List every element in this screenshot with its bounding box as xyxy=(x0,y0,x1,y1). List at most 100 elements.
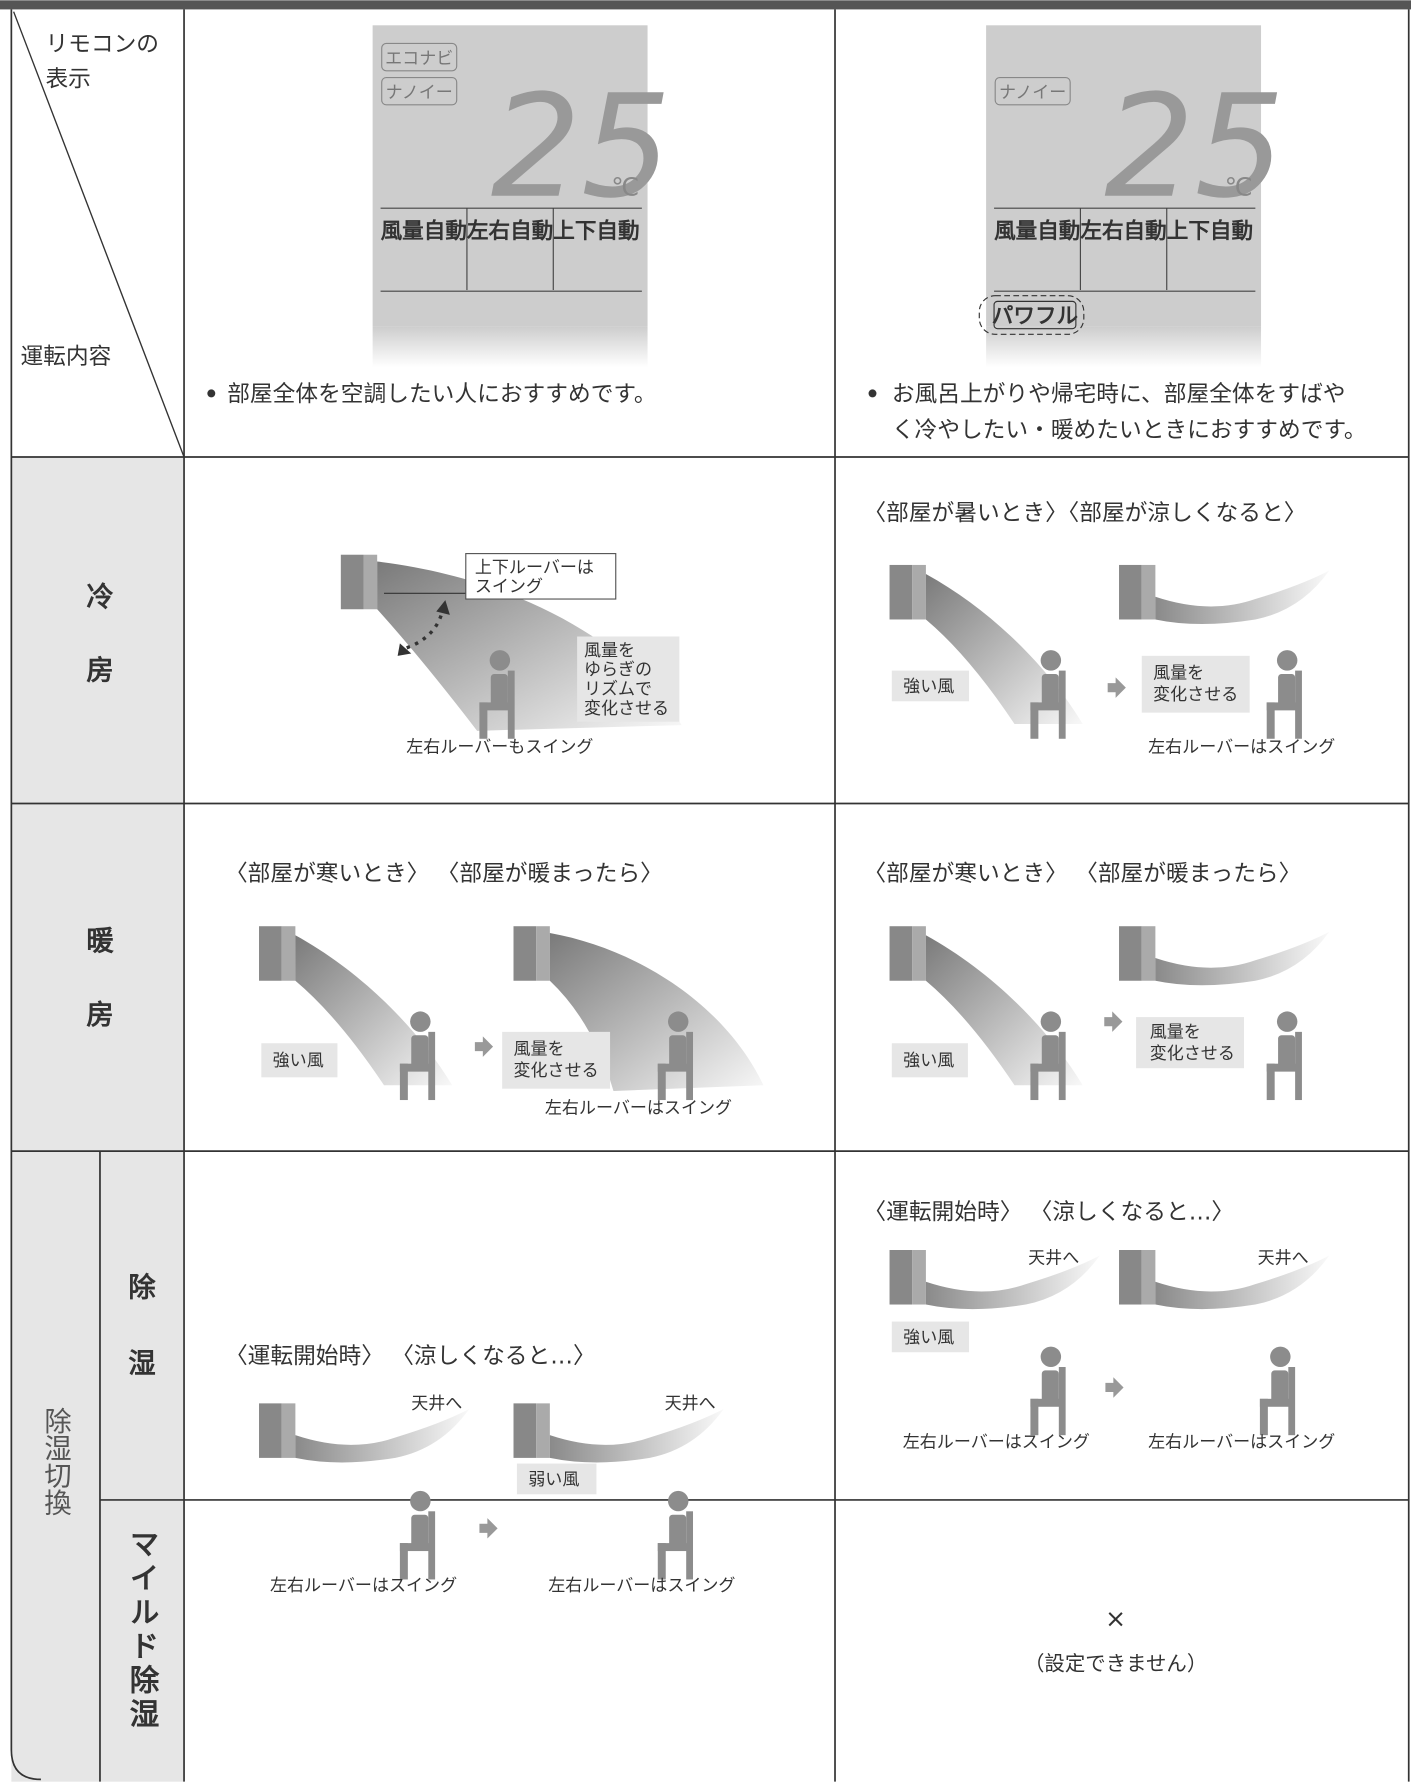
unit xyxy=(513,1403,550,1458)
label: スイング xyxy=(475,577,543,597)
badge-text: エコナビ xyxy=(385,49,453,69)
label: 左右ルーバーはスイング xyxy=(270,1576,457,1596)
label: 風量を xyxy=(514,1040,565,1060)
header-label: 運転内容 xyxy=(20,344,111,370)
mode: 風量自動 xyxy=(994,218,1080,244)
bullet xyxy=(868,389,877,398)
label: 変化させる xyxy=(1150,1044,1235,1064)
label: 天井へ xyxy=(665,1394,716,1414)
airflow xyxy=(1155,570,1330,625)
remote-screen xyxy=(986,25,1262,327)
unit xyxy=(1119,1249,1156,1305)
scene-title: 〈運転開始時〉 〈涼しくなると…〉 xyxy=(863,1199,1234,1225)
person xyxy=(399,1490,436,1580)
label-box xyxy=(1141,655,1250,713)
airflow xyxy=(295,1409,470,1463)
person xyxy=(1030,1346,1066,1436)
temperature: 25 xyxy=(1104,65,1285,230)
highlight-outline xyxy=(978,295,1085,335)
unit xyxy=(889,926,926,981)
label: 強い風 xyxy=(273,1051,324,1071)
temp-unit: ℃ xyxy=(1225,173,1253,202)
arrow xyxy=(474,1036,494,1057)
person xyxy=(1266,1011,1302,1101)
label: 強い風 xyxy=(903,677,954,697)
label-box xyxy=(465,553,617,600)
swing-arrow xyxy=(406,607,445,650)
row-label: 房 xyxy=(86,655,113,687)
label: 強い風 xyxy=(903,1328,954,1348)
label: 風量を xyxy=(1150,1023,1201,1043)
temperature: 25 xyxy=(491,65,672,230)
header-label: 表示 xyxy=(45,67,90,93)
mode: 左右自動 xyxy=(1080,218,1166,244)
unit xyxy=(259,1403,296,1458)
mode: 左右自動 xyxy=(467,218,553,244)
description: お風呂上がりや帰宅時に、部屋全体をすばや xyxy=(892,381,1346,407)
label-box xyxy=(502,1031,611,1089)
header-label: リモコンの xyxy=(45,31,159,57)
scene-title: 〈部屋が寒いとき〉 〈部屋が暖まったら〉 xyxy=(225,861,663,887)
unit xyxy=(889,1249,926,1305)
scene-title: 〈部屋が寒いとき〉 〈部屋が暖まったら〉 xyxy=(863,861,1301,887)
unit xyxy=(1119,564,1156,620)
label: 左右ルーバーはスイング xyxy=(548,1576,735,1596)
remote-screen-fade xyxy=(372,326,648,368)
label-box xyxy=(261,1043,338,1078)
arrow xyxy=(1107,677,1126,698)
not-available-mark: × xyxy=(1105,1604,1126,1633)
label: 強い風 xyxy=(903,1051,954,1071)
badge-text: ナノイー xyxy=(999,83,1066,103)
badge xyxy=(994,77,1071,106)
label: 左右ルーバーはスイング xyxy=(545,1099,732,1119)
label: 上下ルーバーは xyxy=(475,558,594,578)
bullet xyxy=(207,389,216,398)
label-box xyxy=(891,670,970,702)
label-box xyxy=(891,1043,968,1078)
description: 部屋全体を空調したい人におすすめです。 xyxy=(227,381,656,407)
scene-title: 〈運転開始時〉 〈涼しくなると…〉 xyxy=(225,1344,596,1370)
badge xyxy=(381,77,458,106)
mode: 上下自動 xyxy=(1167,218,1253,244)
person xyxy=(657,1490,694,1580)
unit xyxy=(1119,926,1156,981)
label: 風量を xyxy=(584,641,635,661)
label-box xyxy=(1136,1017,1244,1069)
row-label: 冷 xyxy=(86,582,113,613)
airflow xyxy=(549,1409,724,1463)
badge xyxy=(381,42,458,72)
label: リズムで xyxy=(584,679,652,699)
label-box xyxy=(516,1463,597,1495)
description: く冷やしたい・暖めたいときにおすすめです。 xyxy=(892,418,1367,444)
label: 変化させる xyxy=(514,1061,599,1081)
label: 左右ルーバーはスイング xyxy=(1148,737,1335,757)
label: 弱い風 xyxy=(528,1470,579,1490)
label: 風量を xyxy=(1153,664,1204,684)
label: 天井へ xyxy=(411,1394,462,1414)
label: 左右ルーバーはスイング xyxy=(1148,1433,1335,1453)
highlight-box xyxy=(993,300,1077,330)
person xyxy=(1259,1346,1296,1436)
unit xyxy=(340,554,378,610)
label: 左右ルーバーはスイング xyxy=(903,1433,1090,1453)
highlight: パワフル xyxy=(992,304,1079,329)
airflow xyxy=(1155,1255,1330,1310)
row-label: 湿 xyxy=(128,1349,155,1380)
label: 天井へ xyxy=(1028,1249,1079,1269)
arrow xyxy=(479,1518,498,1539)
badge-text: ナノイー xyxy=(386,83,453,103)
swing-arrowhead xyxy=(397,643,412,656)
label-box xyxy=(891,1321,970,1353)
label: 変化させる xyxy=(1153,685,1238,705)
not-available-note: （設定できません） xyxy=(1024,1651,1207,1675)
temp-unit: ℃ xyxy=(611,173,639,202)
row-label: 房 xyxy=(86,999,113,1031)
group-label: 除湿切換 xyxy=(39,1407,72,1516)
label: 天井へ xyxy=(1258,1249,1309,1269)
unit xyxy=(259,926,296,981)
row-label: 除 xyxy=(128,1272,156,1304)
airflow xyxy=(1155,931,1330,986)
scene-title: 〈部屋が暑いとき〉〈部屋が涼しくなると〉 xyxy=(863,501,1306,527)
